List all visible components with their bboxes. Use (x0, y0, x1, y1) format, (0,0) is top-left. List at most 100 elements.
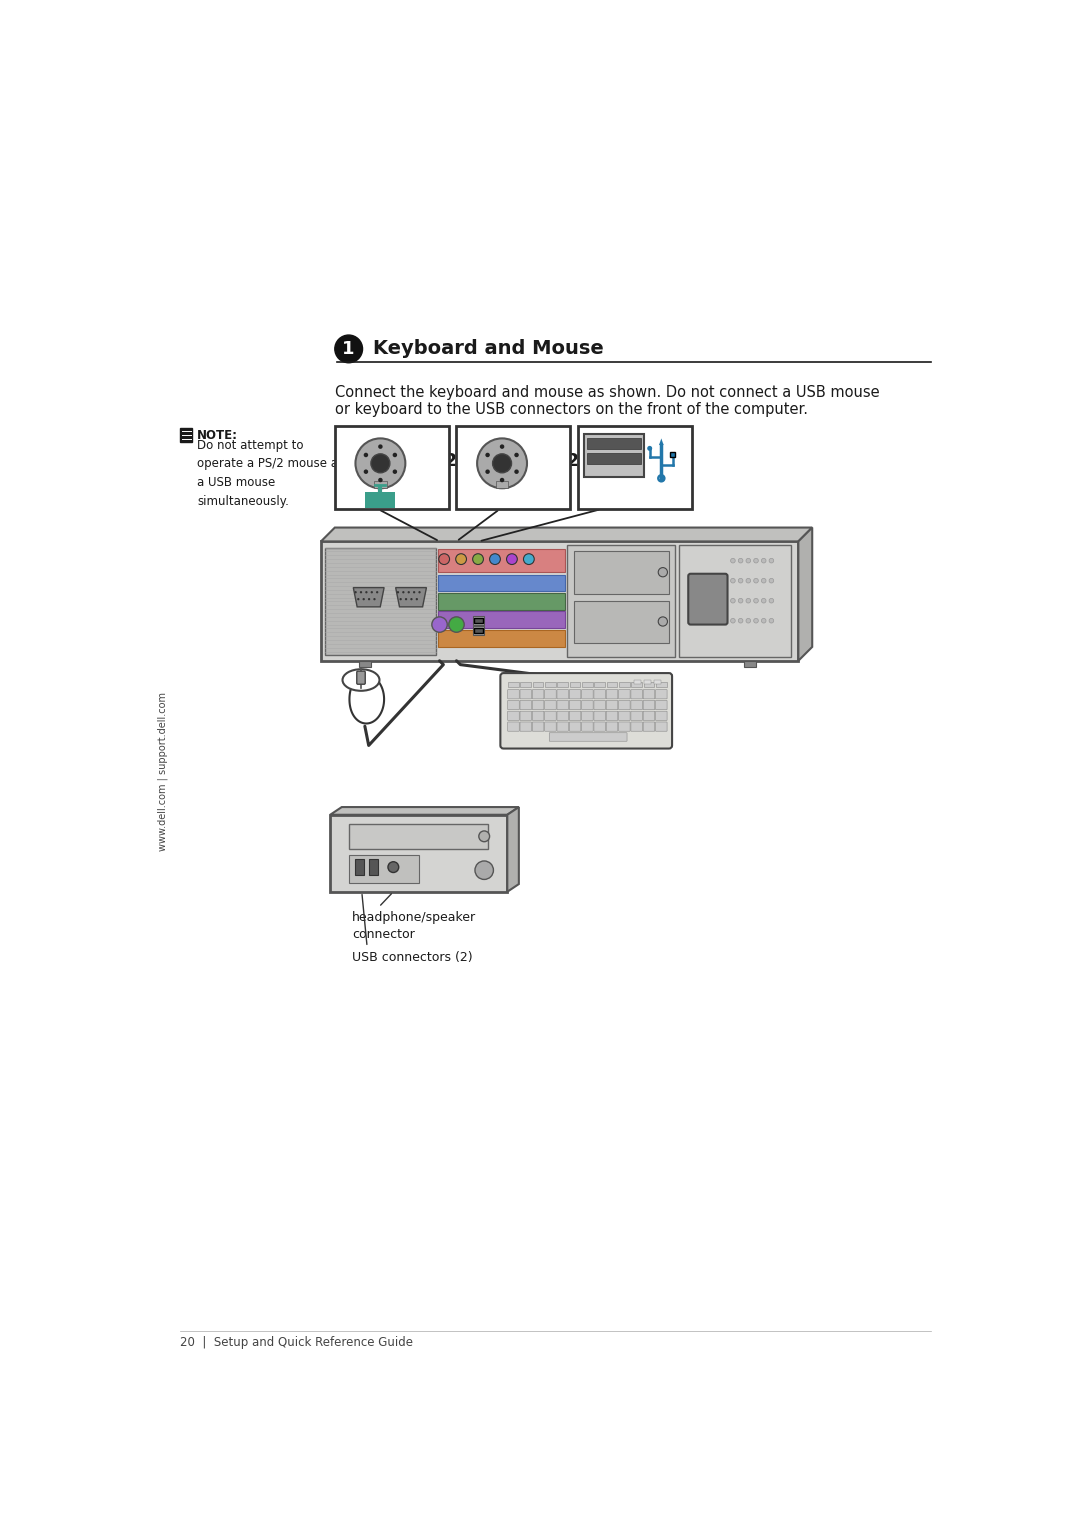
FancyBboxPatch shape (557, 700, 568, 709)
FancyBboxPatch shape (644, 700, 654, 709)
Circle shape (393, 469, 397, 474)
Polygon shape (508, 807, 518, 892)
FancyBboxPatch shape (532, 721, 544, 732)
FancyBboxPatch shape (438, 630, 565, 646)
Circle shape (402, 591, 405, 593)
FancyBboxPatch shape (180, 428, 192, 442)
FancyBboxPatch shape (325, 547, 436, 654)
Polygon shape (321, 527, 812, 541)
Circle shape (407, 591, 410, 593)
FancyBboxPatch shape (474, 617, 484, 623)
Circle shape (769, 579, 773, 584)
FancyBboxPatch shape (457, 426, 570, 509)
FancyBboxPatch shape (573, 601, 669, 643)
FancyBboxPatch shape (350, 824, 488, 848)
FancyBboxPatch shape (644, 711, 654, 720)
FancyBboxPatch shape (438, 611, 565, 628)
Circle shape (746, 579, 751, 584)
FancyBboxPatch shape (508, 700, 519, 709)
FancyBboxPatch shape (532, 689, 544, 698)
Text: Connect the keyboard and mouse as shown. Do not connect a USB mouse: Connect the keyboard and mouse as shown.… (335, 385, 879, 400)
FancyBboxPatch shape (586, 439, 642, 449)
FancyBboxPatch shape (606, 689, 618, 698)
FancyBboxPatch shape (688, 573, 728, 625)
Circle shape (370, 591, 373, 593)
FancyBboxPatch shape (438, 593, 565, 610)
FancyBboxPatch shape (644, 681, 654, 688)
Circle shape (739, 579, 743, 584)
Circle shape (524, 553, 535, 564)
FancyBboxPatch shape (606, 711, 618, 720)
FancyBboxPatch shape (544, 721, 556, 732)
Circle shape (754, 558, 758, 562)
Text: USB: USB (649, 483, 690, 501)
FancyBboxPatch shape (656, 711, 667, 720)
Circle shape (475, 860, 494, 880)
FancyBboxPatch shape (521, 681, 531, 688)
Text: 1: 1 (342, 339, 355, 358)
Circle shape (364, 452, 368, 457)
FancyBboxPatch shape (557, 681, 568, 688)
Circle shape (746, 619, 751, 623)
Circle shape (746, 558, 751, 562)
FancyBboxPatch shape (584, 434, 644, 477)
FancyBboxPatch shape (632, 681, 642, 688)
Circle shape (374, 597, 376, 601)
FancyBboxPatch shape (594, 711, 606, 720)
FancyBboxPatch shape (569, 711, 581, 720)
FancyBboxPatch shape (544, 711, 556, 720)
Text: www.dell.com | support.dell.com: www.dell.com | support.dell.com (157, 692, 167, 851)
Text: Keyboard and Mouse: Keyboard and Mouse (374, 339, 604, 359)
Circle shape (365, 591, 367, 593)
FancyBboxPatch shape (335, 426, 449, 509)
FancyBboxPatch shape (573, 552, 669, 594)
FancyBboxPatch shape (557, 689, 568, 698)
Circle shape (500, 445, 504, 449)
FancyBboxPatch shape (631, 689, 643, 698)
Circle shape (754, 599, 758, 604)
Circle shape (449, 617, 464, 633)
Circle shape (354, 591, 356, 593)
FancyBboxPatch shape (654, 680, 661, 685)
Circle shape (432, 617, 447, 633)
Circle shape (368, 597, 370, 601)
Circle shape (485, 469, 490, 474)
FancyBboxPatch shape (508, 721, 519, 732)
Circle shape (370, 454, 390, 472)
FancyBboxPatch shape (355, 859, 364, 876)
FancyBboxPatch shape (473, 626, 484, 634)
FancyBboxPatch shape (619, 689, 630, 698)
Circle shape (754, 619, 758, 623)
Circle shape (730, 599, 735, 604)
Circle shape (514, 452, 518, 457)
FancyBboxPatch shape (519, 711, 531, 720)
FancyBboxPatch shape (438, 575, 565, 591)
Circle shape (418, 591, 421, 593)
Circle shape (514, 469, 518, 474)
FancyBboxPatch shape (330, 814, 508, 892)
FancyBboxPatch shape (594, 681, 605, 688)
Text: PS/2: PS/2 (534, 452, 579, 469)
Circle shape (405, 597, 407, 601)
FancyBboxPatch shape (631, 721, 643, 732)
FancyBboxPatch shape (586, 452, 642, 463)
FancyBboxPatch shape (607, 681, 618, 688)
FancyBboxPatch shape (644, 721, 654, 732)
Polygon shape (798, 527, 812, 660)
Circle shape (396, 591, 400, 593)
FancyBboxPatch shape (550, 733, 627, 741)
FancyBboxPatch shape (634, 680, 640, 685)
Circle shape (730, 619, 735, 623)
Circle shape (658, 567, 667, 578)
FancyBboxPatch shape (569, 721, 581, 732)
Circle shape (761, 599, 766, 604)
FancyBboxPatch shape (656, 681, 666, 688)
FancyBboxPatch shape (594, 700, 606, 709)
FancyBboxPatch shape (656, 689, 667, 698)
Circle shape (730, 579, 735, 584)
FancyBboxPatch shape (474, 628, 484, 633)
Circle shape (500, 478, 504, 483)
FancyBboxPatch shape (656, 721, 667, 732)
Circle shape (335, 335, 363, 362)
FancyBboxPatch shape (473, 616, 484, 625)
